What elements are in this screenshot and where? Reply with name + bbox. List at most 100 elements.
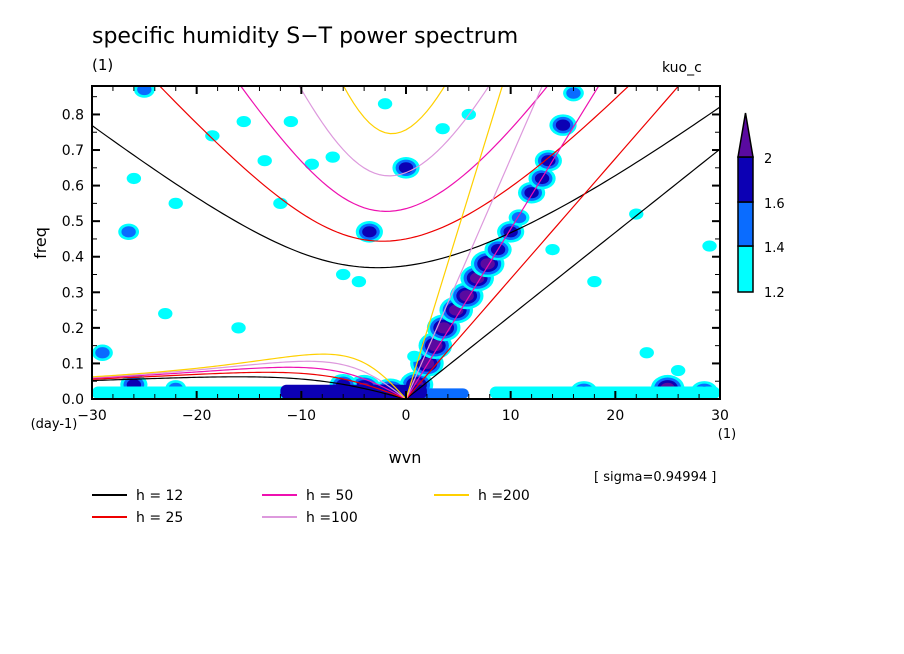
contour-feature	[325, 151, 340, 163]
colorbar: 1.2 1.4 1.6 2	[737, 112, 785, 301]
contour-level	[236, 115, 251, 128]
contour-level	[670, 364, 686, 377]
inertio-gravity-curve	[342, 86, 446, 135]
contour-level	[435, 123, 450, 135]
contour-feature	[118, 223, 140, 241]
legend-label: h =200	[478, 488, 530, 504]
x-tick-labels: −30 −20 −10 0 10 20 30	[77, 408, 729, 424]
contour-feature	[351, 276, 367, 288]
contour-feature	[497, 221, 525, 243]
inertio-gravity-curve	[298, 86, 490, 177]
x-tick-label: 30	[711, 408, 729, 424]
y-tick-label: 0.4	[62, 250, 84, 266]
contour-band	[489, 386, 720, 399]
dispersion-curves	[92, 86, 720, 399]
x-unit-label: (1)	[718, 427, 736, 442]
kelvin-curve	[405, 86, 680, 399]
colorbar-label: 2	[764, 152, 772, 167]
colorbar-label: 1.4	[764, 241, 785, 256]
contour-feature	[639, 347, 654, 359]
legend-label: h = 50	[306, 488, 353, 504]
colorbar-segment	[737, 201, 754, 247]
contour-level	[325, 151, 340, 163]
x-tick-label: 10	[502, 408, 520, 424]
contour-level	[126, 172, 142, 185]
legend-label: h =100	[306, 510, 358, 526]
kelvin-curve	[405, 86, 600, 399]
rossby-curve	[92, 360, 407, 399]
contour-level	[459, 290, 474, 302]
contour-feature	[629, 208, 644, 220]
contour-level	[480, 258, 495, 270]
colorbar-label: 1.6	[764, 197, 785, 212]
y-tick-label: 0.6	[62, 179, 84, 195]
y-tick-labels: 0.0 0.1 0.2 0.3 0.4 0.5 0.6 0.7 0.8	[62, 107, 84, 408]
contour-level	[436, 322, 451, 334]
contour-feature	[545, 244, 560, 256]
contour-feature	[236, 115, 251, 128]
contour-feature	[587, 276, 602, 288]
contour-level	[95, 347, 110, 359]
contour-level	[137, 86, 152, 96]
x-tick-label: −10	[287, 408, 317, 424]
contour-feature	[377, 98, 393, 110]
colorbar-segment	[737, 245, 754, 293]
legend-label: h = 25	[136, 510, 183, 526]
contour-level	[257, 155, 272, 167]
contour-feature	[257, 155, 272, 167]
contour-feature	[336, 268, 351, 281]
contour-level	[639, 347, 654, 359]
inertio-gravity-curve	[92, 106, 720, 269]
sigma-annotation: [ sigma=0.94994 ]	[594, 470, 717, 485]
kelvin-curve	[405, 86, 503, 399]
y-unit-label: (day-1)	[31, 417, 78, 432]
contour-level	[702, 240, 717, 252]
rossby-curve	[92, 376, 407, 399]
contour-feature	[126, 172, 142, 185]
contour-feature	[304, 158, 319, 170]
contour-band	[92, 386, 323, 399]
contour-level	[377, 98, 393, 110]
kelvin-curve	[405, 86, 543, 399]
rossby-curve	[92, 353, 407, 399]
colorbar-label: 1.2	[764, 286, 785, 301]
contour-level	[555, 119, 571, 131]
chart-title: specific humidity S−T power spectrum	[92, 24, 519, 49]
contour-feature	[92, 344, 113, 361]
contour-feature	[205, 130, 220, 142]
x-tick-label: −30	[77, 408, 107, 424]
contour-level	[541, 155, 556, 167]
legend-label: h = 12	[136, 488, 183, 504]
contour-level	[304, 158, 319, 170]
contour-level	[168, 197, 183, 209]
y-tick-label: 0.0	[62, 392, 84, 408]
chart-subtitle: (1)	[92, 56, 114, 74]
contour-level	[428, 340, 443, 352]
contour-level	[587, 276, 602, 288]
kelvin-curve	[405, 148, 720, 399]
x-tick-label: 0	[402, 408, 411, 424]
inertio-gravity-curve	[239, 86, 549, 212]
contour-feature	[702, 240, 717, 252]
contour-level	[362, 226, 377, 238]
y-tick-label: 0.8	[62, 107, 84, 123]
contour-level	[231, 322, 246, 334]
contour-feature	[418, 332, 453, 360]
contour-feature	[563, 86, 584, 102]
contour-feature	[670, 364, 686, 377]
x-tick-label: −20	[182, 408, 212, 424]
inertio-gravity-curve	[158, 86, 630, 242]
rossby-curve	[92, 371, 407, 399]
contour-level	[205, 130, 220, 142]
contour-level	[545, 244, 560, 256]
x-axis-label: wvn	[389, 448, 422, 467]
contour-feature	[133, 86, 155, 98]
contour-level	[566, 87, 581, 99]
contour-level	[273, 197, 288, 209]
contour-feature	[534, 149, 562, 172]
contour-level	[121, 226, 136, 238]
contour-level	[283, 115, 299, 128]
contour-level	[158, 308, 173, 320]
contour-feature	[508, 209, 530, 226]
contour-level	[398, 162, 414, 174]
